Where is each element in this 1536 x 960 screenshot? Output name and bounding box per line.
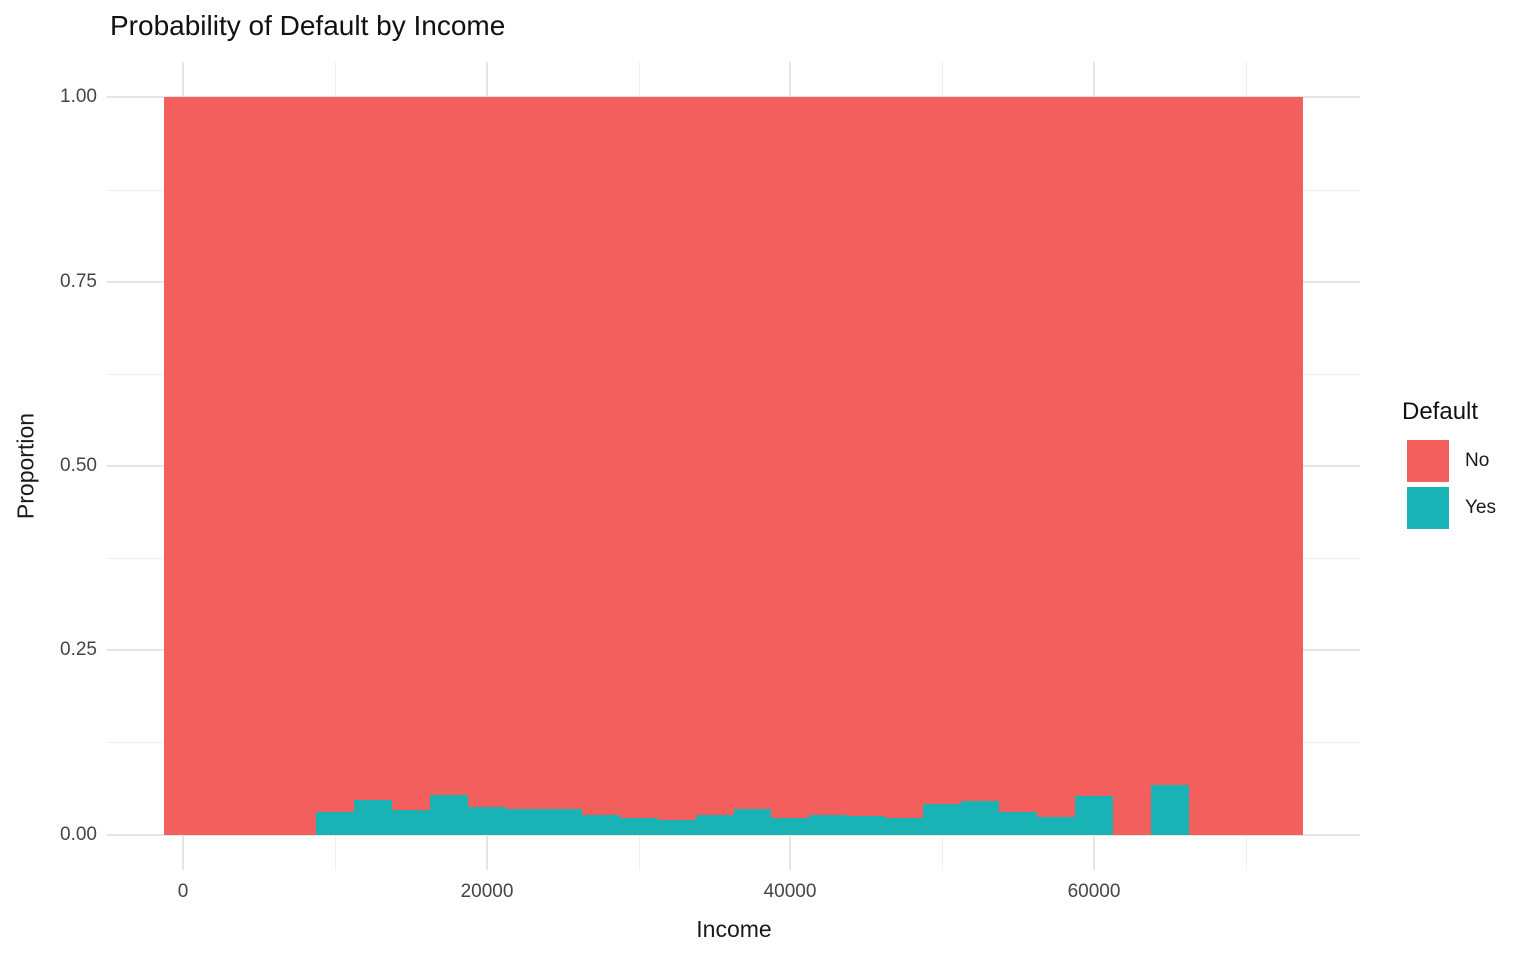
x-tick-label: 40000 <box>763 881 817 902</box>
y-tick-label: 0.75 <box>60 271 97 292</box>
bar-segment-yes <box>771 818 809 835</box>
bar-segment-yes <box>468 807 506 835</box>
bar-segment-no <box>847 97 885 816</box>
legend-swatch-no-icon <box>1407 440 1449 482</box>
y-tick-label: 0.50 <box>60 455 97 476</box>
x-tick-label: 20000 <box>460 881 514 902</box>
bar-segment-no <box>1113 97 1151 835</box>
bar-segment-no <box>506 97 544 809</box>
legend-key-yes: Yes <box>1407 487 1535 529</box>
bar-segment-yes <box>809 815 847 835</box>
bar-segment-no <box>316 97 354 812</box>
bar-segment-no <box>620 97 658 818</box>
bar-segment-no <box>430 97 468 795</box>
bar-segment-yes <box>658 820 696 835</box>
bar-segment-no <box>240 97 278 835</box>
bar-segment-no <box>582 97 620 815</box>
bar-segment-yes <box>999 812 1037 835</box>
legend-key-no: No <box>1407 440 1535 482</box>
bar-segment-no <box>164 97 202 835</box>
bar-segment-no <box>734 97 771 809</box>
y-tick-label: 0.25 <box>60 639 97 660</box>
bar-segment-no <box>809 97 847 815</box>
x-tick-label: 0 <box>177 881 189 902</box>
y-tick-label: 0.00 <box>60 824 97 845</box>
bar-segment-yes <box>544 809 582 835</box>
bar-segment-yes <box>923 804 961 835</box>
x-tick-label: 60000 <box>1067 881 1121 902</box>
bar-segment-yes <box>1151 785 1189 835</box>
bar-segment-no <box>696 97 734 815</box>
bar-segment-yes <box>430 795 468 835</box>
bar-segment-no <box>999 97 1037 812</box>
bar-segment-yes <box>506 809 544 835</box>
legend-title: Default <box>1402 398 1479 425</box>
legend-label-no: No <box>1465 450 1490 471</box>
bar-segment-no <box>278 97 316 835</box>
bar-segment-yes <box>961 801 999 835</box>
bar-segment-no <box>392 97 430 810</box>
bar-segment-yes <box>316 812 354 835</box>
gridline-y-major <box>107 834 1360 836</box>
bar-segment-no <box>544 97 582 809</box>
bar-segment-no <box>771 97 809 818</box>
legend-label-yes: Yes <box>1465 497 1496 518</box>
bar-segment-yes <box>392 810 430 835</box>
bar-segment-no <box>1227 97 1265 835</box>
bar-segment-no <box>1037 97 1075 817</box>
y-tick-label: 1.00 <box>60 86 97 107</box>
bar-segment-no <box>468 97 506 807</box>
bar-segment-no <box>885 97 923 818</box>
legend-swatch-yes-icon <box>1407 487 1449 529</box>
bar-segment-yes <box>696 815 734 835</box>
bar-segment-no <box>1151 97 1189 785</box>
bar-segment-yes <box>1075 796 1113 835</box>
bar-segment-no <box>961 97 999 801</box>
bar-segment-no <box>1265 97 1303 835</box>
legend: Default No Yes <box>1395 398 1535 534</box>
bar-segment-yes <box>354 800 392 835</box>
chart-title: Probability of Default by Income <box>110 10 506 41</box>
bar-segment-no <box>1189 97 1227 835</box>
bar-segment-no <box>1075 97 1113 796</box>
bar-segment-no <box>923 97 961 804</box>
bar-segment-yes <box>847 816 885 835</box>
bar-segment-yes <box>620 818 658 835</box>
x-axis-title: Income <box>696 916 772 942</box>
bar-segment-yes <box>885 818 923 835</box>
bar-segment-yes <box>582 815 620 835</box>
bar-segment-yes <box>1037 817 1075 835</box>
bar-segment-no <box>202 97 240 835</box>
bar-segment-no <box>354 97 392 800</box>
bar-segment-no <box>658 97 696 820</box>
bar-segment-yes <box>734 809 771 835</box>
